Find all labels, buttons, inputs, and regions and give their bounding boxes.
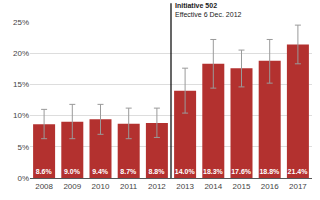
svg-text:18.8%: 18.8% xyxy=(259,168,280,175)
svg-text:15%: 15% xyxy=(13,80,29,89)
svg-text:14.0%: 14.0% xyxy=(175,168,196,175)
svg-text:2012: 2012 xyxy=(148,182,166,191)
svg-text:9.4%: 9.4% xyxy=(92,168,109,175)
svg-text:8.8%: 8.8% xyxy=(149,168,166,175)
svg-text:25%: 25% xyxy=(13,18,29,27)
svg-text:8.7%: 8.7% xyxy=(120,168,137,175)
svg-text:0%: 0% xyxy=(17,174,29,183)
svg-text:2015: 2015 xyxy=(233,182,251,191)
svg-text:2009: 2009 xyxy=(63,182,81,191)
svg-text:10%: 10% xyxy=(13,111,29,120)
svg-text:5%: 5% xyxy=(17,143,29,152)
svg-text:2014: 2014 xyxy=(204,182,222,191)
svg-text:2008: 2008 xyxy=(35,182,53,191)
svg-text:17.6%: 17.6% xyxy=(231,168,252,175)
svg-text:2013: 2013 xyxy=(176,182,194,191)
svg-text:21.4%: 21.4% xyxy=(288,168,309,175)
svg-text:2017: 2017 xyxy=(289,182,307,191)
svg-text:8.6%: 8.6% xyxy=(36,168,53,175)
svg-text:2011: 2011 xyxy=(120,182,138,191)
svg-text:9.0%: 9.0% xyxy=(64,168,81,175)
svg-text:20%: 20% xyxy=(13,49,29,58)
svg-text:2016: 2016 xyxy=(261,182,279,191)
svg-text:18.3%: 18.3% xyxy=(203,168,224,175)
svg-text:2010: 2010 xyxy=(92,182,110,191)
svg-text:Initiative 502Effective 6 Dec.: Initiative 502Effective 6 Dec. 2012 xyxy=(175,2,242,18)
